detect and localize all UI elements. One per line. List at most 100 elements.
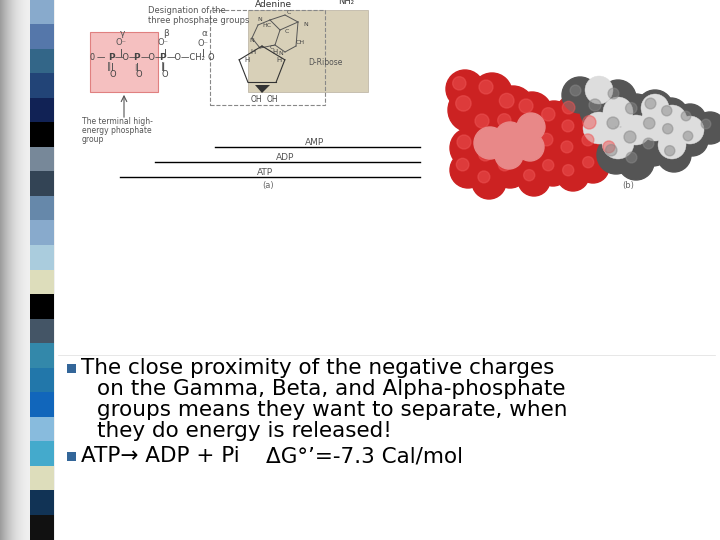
Bar <box>25 0 26 540</box>
Bar <box>6 0 7 540</box>
Text: energy phosphate: energy phosphate <box>82 126 152 135</box>
Bar <box>21 0 22 540</box>
Text: H: H <box>250 49 256 55</box>
Circle shape <box>635 130 671 166</box>
Circle shape <box>626 103 637 114</box>
Bar <box>30 319 54 343</box>
Circle shape <box>662 106 672 116</box>
Circle shape <box>468 107 508 147</box>
Circle shape <box>658 131 686 159</box>
Text: —O—CH₂: —O—CH₂ <box>167 53 206 62</box>
Circle shape <box>676 124 708 156</box>
Text: they do energy is released!: they do energy is released! <box>97 421 392 441</box>
Circle shape <box>582 134 594 146</box>
Text: HC: HC <box>262 23 271 28</box>
Bar <box>15 0 16 540</box>
Text: O: O <box>90 53 95 62</box>
Circle shape <box>519 99 533 113</box>
Circle shape <box>570 85 581 96</box>
Text: α: α <box>201 29 207 38</box>
Circle shape <box>641 94 669 122</box>
Text: P: P <box>159 53 166 62</box>
Bar <box>26 0 27 540</box>
Circle shape <box>491 107 529 145</box>
Circle shape <box>512 92 552 132</box>
Bar <box>30 147 54 172</box>
Bar <box>9 0 10 540</box>
Text: ATP→ ADP + Pi: ATP→ ADP + Pi <box>81 446 240 466</box>
Text: P: P <box>108 53 114 62</box>
Text: D-Ribose: D-Ribose <box>308 58 343 67</box>
Bar <box>248 10 368 92</box>
Bar <box>12 0 13 540</box>
Circle shape <box>654 98 688 132</box>
Bar <box>30 0 54 24</box>
Bar <box>30 49 54 73</box>
Bar <box>30 24 54 49</box>
Bar <box>30 441 54 467</box>
Bar <box>14 0 15 540</box>
Bar <box>30 343 54 368</box>
Circle shape <box>582 157 594 168</box>
Bar <box>5 0 6 540</box>
Bar <box>30 98 54 123</box>
Circle shape <box>643 138 654 149</box>
Circle shape <box>498 113 511 127</box>
Circle shape <box>474 127 506 159</box>
Circle shape <box>520 147 532 159</box>
Text: N: N <box>278 51 283 56</box>
Circle shape <box>557 159 589 191</box>
Circle shape <box>479 147 492 161</box>
Text: O: O <box>161 70 168 79</box>
Circle shape <box>618 144 654 180</box>
Circle shape <box>475 114 489 128</box>
Text: C: C <box>287 10 292 15</box>
Bar <box>30 269 54 294</box>
Circle shape <box>540 133 553 146</box>
Circle shape <box>576 128 610 162</box>
Bar <box>90 32 158 92</box>
Bar <box>24 0 25 540</box>
Circle shape <box>500 93 514 108</box>
Circle shape <box>537 154 569 186</box>
Bar <box>55 355 720 540</box>
Text: three phosphate groups: three phosphate groups <box>148 16 249 25</box>
Circle shape <box>478 171 490 183</box>
Bar <box>30 466 54 491</box>
Circle shape <box>555 135 589 169</box>
Bar <box>67 451 76 461</box>
Bar <box>30 122 54 147</box>
Text: ATP: ATP <box>257 168 273 177</box>
Circle shape <box>583 112 615 144</box>
Bar <box>16 0 17 540</box>
Circle shape <box>624 131 636 143</box>
Circle shape <box>453 77 466 90</box>
Bar <box>17 0 18 540</box>
Circle shape <box>472 141 510 179</box>
Text: —: — <box>97 53 105 62</box>
Circle shape <box>577 151 609 183</box>
Circle shape <box>562 102 575 114</box>
Text: H: H <box>272 49 277 55</box>
Text: ΔG°ʼ=-7.3 Cal/mol: ΔG°ʼ=-7.3 Cal/mol <box>266 446 463 466</box>
Circle shape <box>556 114 590 148</box>
Bar <box>30 490 54 516</box>
Bar <box>67 363 76 373</box>
Circle shape <box>597 135 631 169</box>
Text: OH: OH <box>267 95 279 104</box>
Circle shape <box>655 116 689 150</box>
Circle shape <box>603 97 633 127</box>
Circle shape <box>701 119 711 129</box>
Circle shape <box>674 104 706 136</box>
Circle shape <box>495 122 525 152</box>
Text: NH₂: NH₂ <box>338 0 354 6</box>
Bar <box>20 0 21 540</box>
Bar <box>7 0 8 540</box>
Bar <box>30 515 54 540</box>
Circle shape <box>492 128 532 168</box>
Circle shape <box>662 124 673 134</box>
Circle shape <box>472 73 512 113</box>
Circle shape <box>635 109 673 147</box>
Text: —O—: —O— <box>141 53 164 62</box>
Text: group: group <box>82 135 104 144</box>
